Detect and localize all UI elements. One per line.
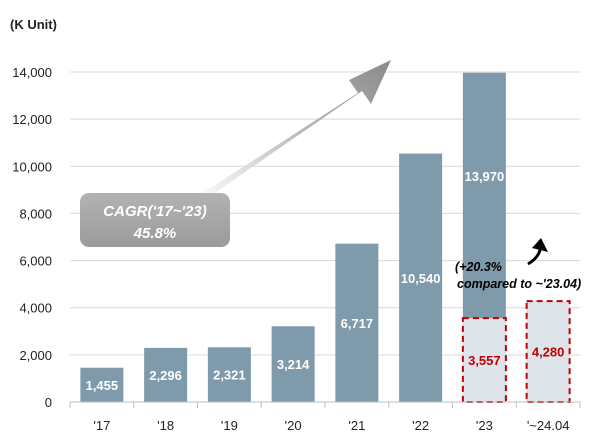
partial-bar — [525, 300, 571, 403]
x-tick-label: '~24.04 — [527, 418, 570, 433]
bar-value-label: 6,717 — [341, 316, 374, 331]
bar-value-label: 3,214 — [277, 357, 310, 372]
partial-bar — [461, 317, 507, 404]
cagr-box — [80, 193, 230, 247]
x-tick-label: '18 — [157, 418, 174, 433]
x-tick-label: '17 — [93, 418, 110, 433]
curved-up-arrow-icon — [527, 249, 542, 266]
x-tick-label: '19 — [221, 418, 238, 433]
growth-arrow-icon — [195, 60, 391, 204]
cagr-title: CAGR('17~'23) — [103, 203, 206, 220]
y-tick-label: 14,000 — [12, 65, 52, 80]
bar-value-label: 10,540 — [401, 271, 441, 286]
y-tick-label: 12,000 — [12, 112, 52, 127]
y-tick-label: 4,000 — [19, 301, 52, 316]
bar — [335, 243, 379, 402]
bar — [207, 347, 251, 402]
y-axis: 0 2,000 4,000 6,000 8,000 10,000 12,000 14,000 — [12, 65, 52, 410]
y-tick-label: 8,000 — [19, 206, 52, 221]
partial-value-label: 3,557 — [468, 353, 501, 368]
cagr-value: 45.8% — [133, 225, 177, 242]
bar — [144, 347, 188, 402]
growth-note-line1: (+20.3% — [455, 260, 502, 274]
growth-note: (+20.3% compared to ~'23.04) — [455, 238, 581, 291]
y-tick-label: 0 — [45, 395, 52, 410]
x-tick-label: '23 — [476, 418, 493, 433]
bar-value-label: 1,455 — [86, 378, 119, 393]
bar-value-label: 2,321 — [213, 368, 246, 383]
growth-note-line2: compared to ~'23.04) — [457, 277, 581, 291]
bar-value-label: 2,296 — [149, 368, 182, 383]
partial-value-label: 4,280 — [532, 345, 565, 360]
partial-bars: 3,557 4,280 — [461, 300, 571, 404]
bar — [80, 367, 124, 402]
bar — [271, 326, 315, 402]
x-tick-label: '22 — [412, 418, 429, 433]
x-axis: '17 '18 '19 '20 '21 '22 '23 '~24.04 — [69, 401, 581, 433]
unit-label: (K Unit) — [10, 17, 57, 32]
x-tick-label: '21 — [348, 418, 365, 433]
bar-value-label: 13,970 — [464, 169, 504, 184]
cagr-callout: CAGR('17~'23) 45.8% — [80, 193, 230, 247]
y-tick-label: 2,000 — [19, 348, 52, 363]
bar — [399, 153, 443, 402]
x-tick-label: '20 — [285, 418, 302, 433]
y-tick-label: 6,000 — [19, 254, 52, 269]
arrow-head-icon — [532, 238, 548, 252]
y-tick-label: 10,000 — [12, 159, 52, 174]
